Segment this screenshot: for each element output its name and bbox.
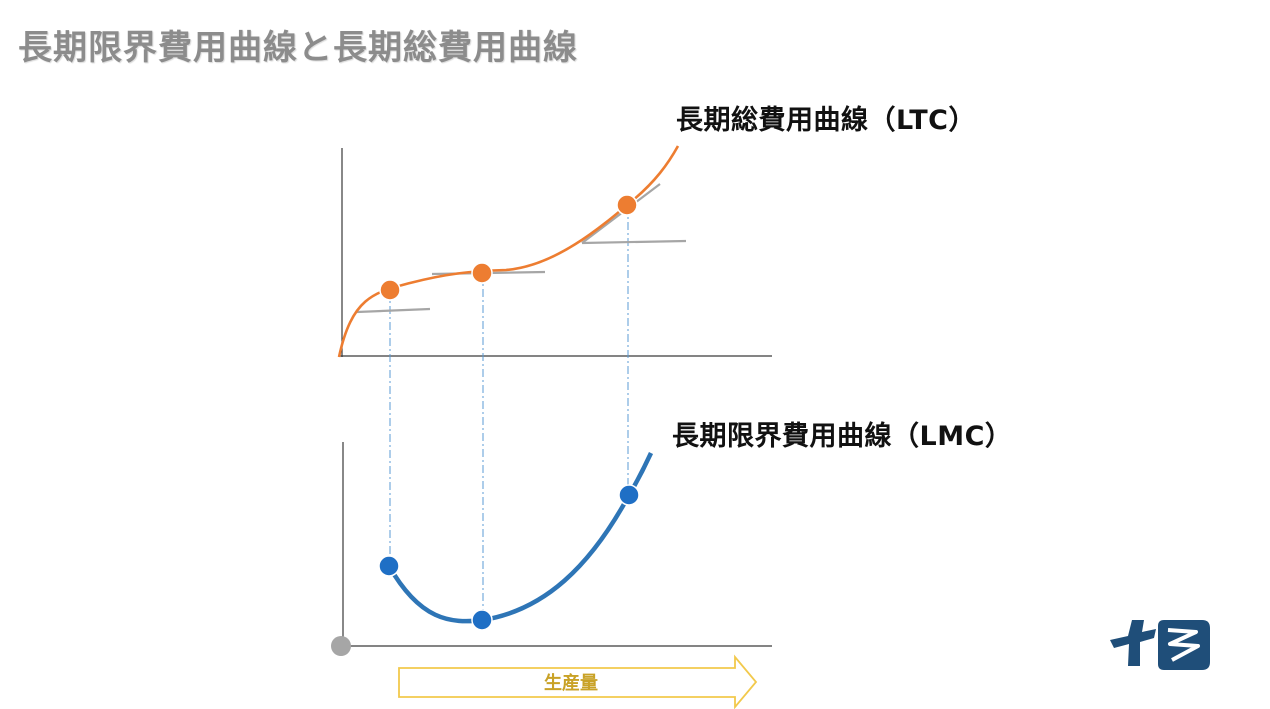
ltc-point-3 [616,194,638,216]
tangent-line-3a [581,239,687,245]
ltc-point-1 [379,279,401,301]
lmc-point-1 [378,555,400,577]
logo-inner-stroke [1167,628,1200,662]
ltc-curve [337,145,680,358]
lmc-point-2 [471,609,493,631]
ltc-label: 長期総費用曲線（LTC） [676,105,976,136]
logo-left-mark [1110,620,1156,666]
lmc-curve [387,452,654,624]
origin-point [331,636,351,656]
slide-title: 長期限界費用曲線と長期総費用曲線 [18,28,578,68]
right-arrow-icon [398,654,758,709]
lmc-label: 長期限界費用曲線（LMC） [672,421,1013,452]
lmc-point-3 [618,484,640,506]
tangent-line-1 [356,307,431,314]
quantity-arrow: 生産量 [398,654,758,709]
quantity-arrow-label: 生産量 [544,672,598,694]
ltc-point-2 [471,262,493,284]
company-logo-icon [1110,620,1210,670]
